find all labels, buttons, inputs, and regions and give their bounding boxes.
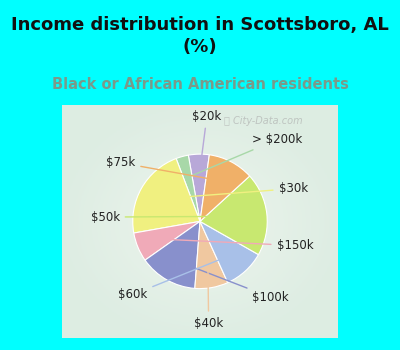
Text: $60k: $60k <box>118 256 228 301</box>
Text: $50k: $50k <box>91 211 243 224</box>
Text: $30k: $30k <box>163 182 308 198</box>
Wedge shape <box>195 221 228 289</box>
Wedge shape <box>200 176 267 254</box>
Text: $75k: $75k <box>106 156 218 181</box>
Text: $100k: $100k <box>180 262 289 304</box>
Wedge shape <box>176 155 200 221</box>
Wedge shape <box>188 154 209 221</box>
Text: $20k: $20k <box>192 110 222 173</box>
Text: $40k: $40k <box>194 269 223 330</box>
Text: $150k: $150k <box>160 239 313 252</box>
Wedge shape <box>200 221 258 282</box>
Wedge shape <box>133 159 200 233</box>
Wedge shape <box>145 221 200 288</box>
Text: > $200k: > $200k <box>190 133 303 176</box>
Text: Black or African American residents: Black or African American residents <box>52 77 348 92</box>
Wedge shape <box>200 155 250 221</box>
Text: Income distribution in Scottsboro, AL
(%): Income distribution in Scottsboro, AL (%… <box>11 16 389 56</box>
Text: ⓘ City-Data.com: ⓘ City-Data.com <box>224 116 303 126</box>
Wedge shape <box>134 221 200 260</box>
